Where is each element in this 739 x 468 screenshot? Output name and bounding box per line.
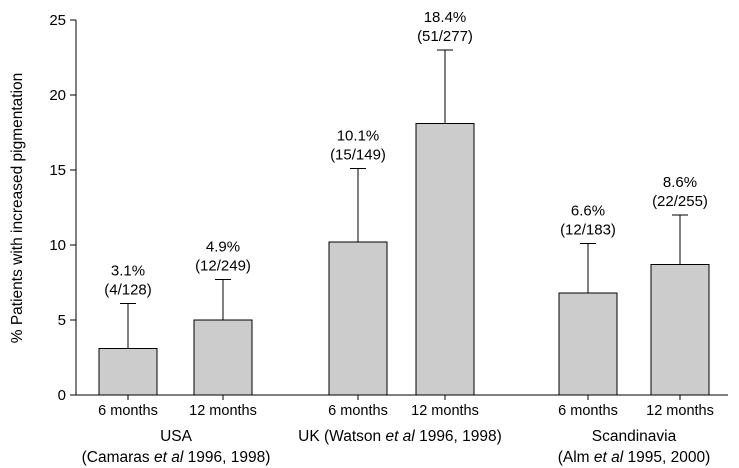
- axis-layer: 0 5 10 15 20 25: [49, 12, 728, 404]
- x-tick-label: 6 months: [558, 403, 618, 419]
- group-label-citation: (Camaras et al 1996, 1998): [82, 449, 271, 466]
- y-tick-label: 15: [49, 162, 66, 179]
- group-label: UK (Watson et al 1996, 1998): [298, 428, 502, 445]
- bar-data-label-percent: 8.6%: [663, 174, 697, 191]
- bar-data-label-percent: 4.9%: [206, 239, 240, 256]
- y-axis-label: % Patients with increased pigmentation: [9, 73, 26, 344]
- bar-data-label-percent: 18.4%: [424, 9, 467, 26]
- bar-data-label-count: (51/277): [417, 28, 473, 45]
- labels-layer: 3.1% (4/128) 6 months 4.9% (12/249) 12 months…: [82, 9, 714, 466]
- bar-data-label-count: (4/128): [104, 282, 152, 299]
- bar: [415, 123, 475, 396]
- x-tick-label: 12 months: [411, 403, 479, 419]
- bar-data-label-count: (12/249): [195, 258, 251, 275]
- x-tick-label: 6 months: [328, 403, 388, 419]
- group-label-citation: (Alm et al 1995, 2000): [558, 449, 711, 466]
- y-tick-label: 0: [58, 387, 66, 404]
- bars-layer: [98, 49, 710, 396]
- bar: [98, 348, 158, 396]
- bar-data-label-count: (15/149): [330, 147, 386, 164]
- bar-data-label-count: (12/183): [560, 222, 616, 239]
- x-tick-label: 6 months: [98, 403, 158, 419]
- bar-data-label-count: (22/255): [652, 193, 708, 210]
- bar-data-label-percent: 10.1%: [337, 128, 380, 145]
- y-tick-label: 10: [49, 237, 66, 254]
- y-tick-label: 25: [49, 12, 66, 29]
- x-tick-label: 12 months: [646, 403, 714, 419]
- group-label: USA: [160, 428, 193, 445]
- x-tick-label: 12 months: [189, 403, 257, 419]
- bar-data-label-percent: 3.1%: [111, 263, 145, 280]
- bar: [558, 292, 618, 396]
- bar: [193, 319, 253, 396]
- group-label: Scandinavia: [592, 428, 677, 445]
- bar: [328, 241, 388, 396]
- y-tick-label: 5: [58, 312, 66, 329]
- bar-data-label-percent: 6.6%: [571, 203, 605, 220]
- bar: [650, 264, 710, 396]
- y-tick-label: 20: [49, 87, 66, 104]
